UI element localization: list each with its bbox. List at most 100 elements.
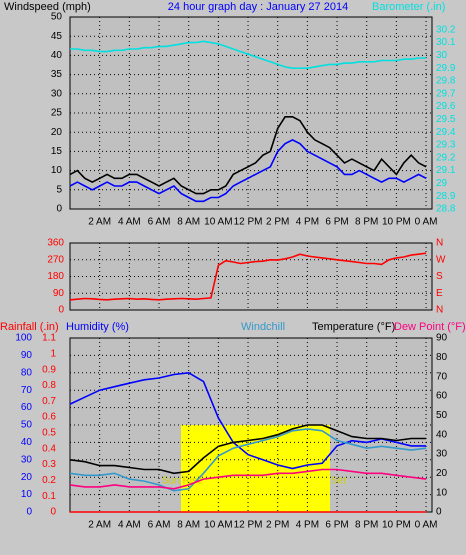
y3-tick-label: 1.1 xyxy=(42,333,56,344)
y-tick-label: 50 xyxy=(51,12,63,23)
x-tick-label: 6 AM xyxy=(148,217,171,228)
y-tick-label: 270 xyxy=(47,254,64,265)
x-tick-label: 6 PM xyxy=(325,217,348,228)
x-tick-label: 8 AM xyxy=(177,217,200,228)
sunset-label: Set xyxy=(331,476,346,487)
chart-title: 24 hour graph day : January 27 2014 xyxy=(168,1,348,13)
y3-tick-label: 0.8 xyxy=(42,380,56,391)
series-line xyxy=(69,116,427,195)
y-tick-label: 40 xyxy=(51,50,63,61)
series-line xyxy=(69,424,427,475)
x-tick-label: 12 PM xyxy=(234,217,263,228)
barometer-axis-title: Barometer (.in) xyxy=(372,1,445,13)
y2-tick-label: 50 xyxy=(436,410,448,421)
y2-tick-label: E xyxy=(436,288,443,299)
y-tick-label: 45 xyxy=(51,31,63,42)
x-tick-label: 12 PM xyxy=(234,520,263,531)
x-tick-label: 10 PM xyxy=(382,520,411,531)
x-tick-label: 4 PM xyxy=(296,217,319,228)
series-line xyxy=(69,468,427,490)
y-tick-label: 70 xyxy=(21,385,33,396)
y2-tick-label: S xyxy=(436,271,443,282)
rainfall-title: Rainfall (.in) xyxy=(0,321,59,333)
y2-tick-label: 30 xyxy=(436,449,448,460)
x-tick-label: 4 PM xyxy=(296,520,319,531)
series-line xyxy=(69,428,427,492)
y2-tick-label: 29 xyxy=(436,178,448,189)
y2-tick-label: 40 xyxy=(436,429,448,440)
y2-tick-label: 28.9 xyxy=(436,191,456,202)
y-tick-label: 360 xyxy=(47,238,64,249)
y-tick-label: 0 xyxy=(56,204,62,215)
y-tick-label: 5 xyxy=(56,184,62,195)
y3-tick-label: 0.3 xyxy=(42,459,56,470)
y2-tick-label: 60 xyxy=(436,391,448,402)
x-tick-label: 8 PM xyxy=(355,217,378,228)
series-line xyxy=(69,252,427,301)
wind-axis-title: Windspeed (mph) xyxy=(4,1,91,13)
x-tick-label: 2 AM xyxy=(88,520,111,531)
y-tick-label: 60 xyxy=(21,402,33,413)
y2-tick-label: 29.3 xyxy=(436,140,456,151)
y-tick-label: 35 xyxy=(51,69,63,80)
y-tick-label: 80 xyxy=(21,367,33,378)
y3-tick-label: 0.4 xyxy=(42,443,56,454)
y2-tick-label: 20 xyxy=(436,468,448,479)
dewpoint-title: Dew Point (°F) xyxy=(394,321,466,333)
windchill-title: Windchill xyxy=(241,321,285,333)
y-tick-label: 90 xyxy=(21,350,33,361)
x-tick-label: 4 AM xyxy=(118,520,141,531)
x-tick-label: 6 AM xyxy=(148,520,171,531)
y2-tick-label: N xyxy=(436,305,443,316)
y-tick-label: 90 xyxy=(53,288,65,299)
x-tick-label: 2 PM xyxy=(266,217,289,228)
y3-tick-label: 0.6 xyxy=(42,412,56,423)
y2-tick-label: 29.8 xyxy=(436,76,456,87)
x-tick-label: 2 AM xyxy=(88,217,111,228)
y2-tick-label: 29.2 xyxy=(436,152,456,163)
y-tick-label: 10 xyxy=(21,489,33,500)
x-tick-label: 10 AM xyxy=(204,217,232,228)
y2-tick-label: 29.7 xyxy=(436,88,456,99)
x-tick-label: 10 AM xyxy=(204,520,232,531)
temperature-title: Temperature (°F) xyxy=(312,321,395,333)
y-tick-label: 20 xyxy=(21,472,33,483)
y2-tick-label: 70 xyxy=(436,371,448,382)
humidity-title: Humidity (%) xyxy=(66,321,129,333)
y-tick-label: 40 xyxy=(21,437,33,448)
x-tick-label: 4 AM xyxy=(118,217,141,228)
x-tick-label: 10 PM xyxy=(382,217,411,228)
series-line xyxy=(69,139,427,203)
y2-tick-label: N xyxy=(436,238,443,249)
y-tick-label: 20 xyxy=(51,127,63,138)
y-tick-label: 0 xyxy=(26,507,32,518)
y3-tick-label: 0.9 xyxy=(42,364,56,375)
y3-tick-label: 0.2 xyxy=(42,475,56,486)
y3-tick-label: 1 xyxy=(50,348,56,359)
y2-tick-label: 10 xyxy=(436,487,448,498)
y3-tick-label: 0 xyxy=(50,507,56,518)
y2-tick-label: 29.9 xyxy=(436,63,456,74)
y2-tick-label: 30.1 xyxy=(436,37,456,48)
y-tick-label: 50 xyxy=(21,420,33,431)
y2-tick-label: 28.8 xyxy=(436,204,456,215)
x-tick-label: 6 PM xyxy=(325,520,348,531)
x-tick-label: 0 AM xyxy=(415,520,438,531)
x-tick-label: 2 PM xyxy=(266,520,289,531)
y2-tick-label: 30.2 xyxy=(436,24,456,35)
y2-tick-label: 90 xyxy=(436,333,448,344)
y2-tick-label: 29.6 xyxy=(436,101,456,112)
y-tick-label: 25 xyxy=(51,108,63,119)
y3-tick-label: 0.1 xyxy=(42,491,56,502)
y-tick-label: 180 xyxy=(47,271,64,282)
y2-tick-label: 30 xyxy=(436,50,448,61)
y2-tick-label: 80 xyxy=(436,352,448,363)
y2-tick-label: 29.1 xyxy=(436,165,456,176)
series-line xyxy=(69,371,427,470)
x-tick-label: 8 AM xyxy=(177,520,200,531)
series-line xyxy=(70,40,427,69)
y2-tick-label: 29.5 xyxy=(436,114,456,125)
y2-tick-label: 29.4 xyxy=(436,127,456,138)
y-tick-label: 0 xyxy=(58,305,64,316)
